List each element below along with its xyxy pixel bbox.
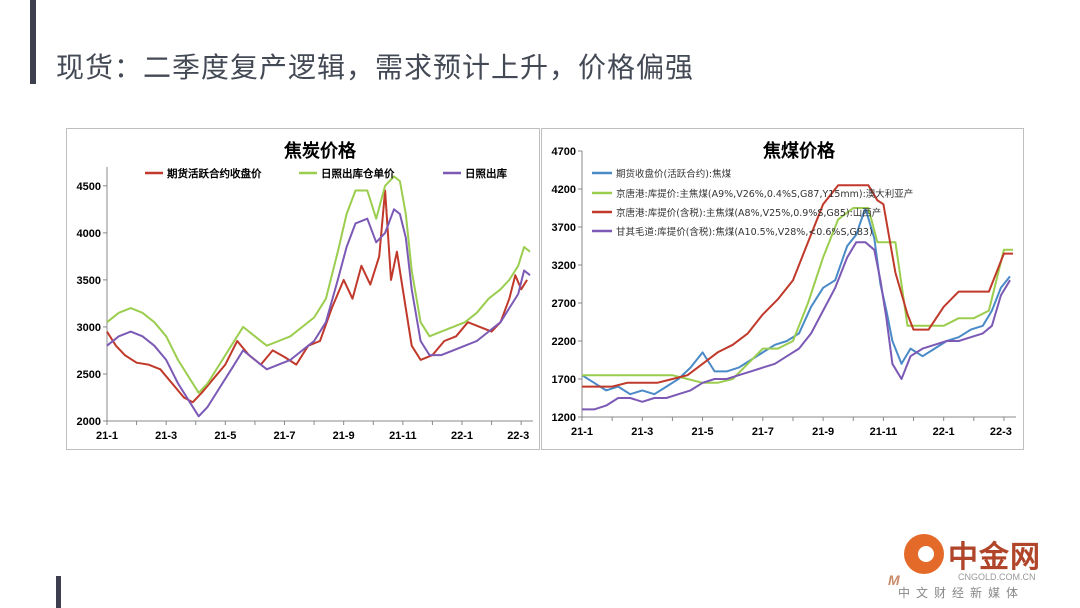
coke-series-line-3 — [106, 208, 531, 418]
coke-y-tick-label: 3000 — [77, 322, 101, 334]
coke-legend-label: 日照出库仓单价 — [321, 167, 395, 180]
coke-x-tick-label: 21-11 — [389, 430, 417, 442]
coal-title: 焦煤价格 — [762, 140, 836, 162]
coal-y-tick-label: 3200 — [552, 260, 576, 272]
coal-series-line-4 — [582, 241, 1011, 411]
coal-y-tick-label: 1200 — [552, 412, 576, 424]
coal-x-tick-label: 21-7 — [752, 426, 774, 438]
footer-accent-bar — [56, 576, 61, 608]
title-accent-bar — [30, 0, 36, 84]
coke-x-tick-label: 21-7 — [273, 430, 295, 442]
coal-y-tick-label: 3700 — [552, 222, 576, 234]
coke-title: 焦炭价格 — [283, 140, 357, 162]
watermark-name: 中金网 — [948, 540, 1041, 575]
coke-y-tick-label: 2500 — [77, 369, 101, 381]
coking-coal-price-chart-svg: 焦煤价格 1200 1700 2200 2700 3200 3700 4200 4700 21-1… — [552, 140, 1016, 438]
coal-legend-label: 甘其毛道:库提价(含税):焦煤(A10.5%,V28%,<0.6%S,G83) — [616, 226, 873, 238]
coal-y-tick-label: 4200 — [552, 184, 576, 196]
watermark-m: M — [888, 572, 900, 588]
logo-circle-icon — [904, 534, 944, 574]
coke-price-chart-svg: 焦炭价格 2000 2500 3000 3500 4000 4500 21-1 21-3 21-5… — [77, 140, 533, 442]
coal-series-line-1 — [581, 207, 1011, 396]
coal-x-tick-label: 21-9 — [812, 426, 834, 438]
coal-x-tick-label: 22-3 — [990, 426, 1012, 438]
coal-y-tick-label: 2200 — [552, 336, 576, 348]
coal-y-tick-label: 4700 — [552, 146, 576, 158]
coke-y-tick-label: 4000 — [77, 228, 101, 240]
coal-y-tick-label: 1700 — [552, 374, 576, 386]
coal-x-tick-label: 21-5 — [692, 426, 714, 438]
coal-legend-label: 京唐港:库提价(含税):主焦煤(A8%,V25%,0.9%S,G85):山西产 — [616, 207, 881, 219]
page-title: 现货：二季度复产逻辑，需求预计上升，价格偏强 — [56, 51, 695, 84]
coke-x-tick-label: 22-1 — [451, 430, 473, 442]
coke-series-line-2 — [106, 175, 531, 394]
coal-x-tick-label: 21-11 — [870, 426, 898, 438]
coal-x-tick-label: 21-3 — [631, 426, 653, 438]
coke-x-tick-label: 21-5 — [214, 430, 236, 442]
coke-y-tick-label: 2000 — [77, 416, 101, 428]
coke-series-line-1 — [106, 189, 528, 404]
coke-x-tick-label: 21-3 — [155, 430, 177, 442]
coal-series-line-3 — [582, 184, 1013, 388]
coke-x-tick-label: 21-1 — [96, 430, 118, 442]
coal-series-line-2 — [582, 207, 1013, 384]
coke-legend-label: 日照出库 — [465, 167, 507, 180]
watermark-logo: M 中金网 CNGOLD.COM.CN 中文财经新媒体 — [888, 528, 1066, 600]
coal-legend-label: 京唐港:库提价:主焦煤(A9%,V26%,0.4%S,G87,Y15mm):澳大… — [616, 188, 913, 200]
watermark-url: CNGOLD.COM.CN — [958, 572, 1036, 582]
coke-y-tick-label: 3500 — [77, 275, 101, 287]
coking-coal-price-chart: 焦煤价格 1200 1700 2200 2700 3200 3700 4200 4700 21-1… — [541, 128, 1024, 450]
coal-legend-label: 期货收盘价(活跃合约):焦煤 — [616, 168, 732, 180]
coal-x-tick-label: 22-1 — [933, 426, 955, 438]
coke-y-tick-label: 4500 — [77, 181, 101, 193]
coke-x-tick-label: 22-3 — [507, 430, 529, 442]
coal-y-tick-label: 2700 — [552, 298, 576, 310]
coke-price-chart: 焦炭价格 2000 2500 3000 3500 4000 4500 21-1 21-3 21-5… — [66, 128, 540, 450]
coke-x-tick-label: 21-9 — [333, 430, 355, 442]
coal-x-tick-label: 21-1 — [571, 426, 593, 438]
watermark-subtitle: 中文财经新媒体 — [898, 586, 1025, 600]
coke-legend-label: 期货活跃合约收盘价 — [167, 167, 262, 180]
